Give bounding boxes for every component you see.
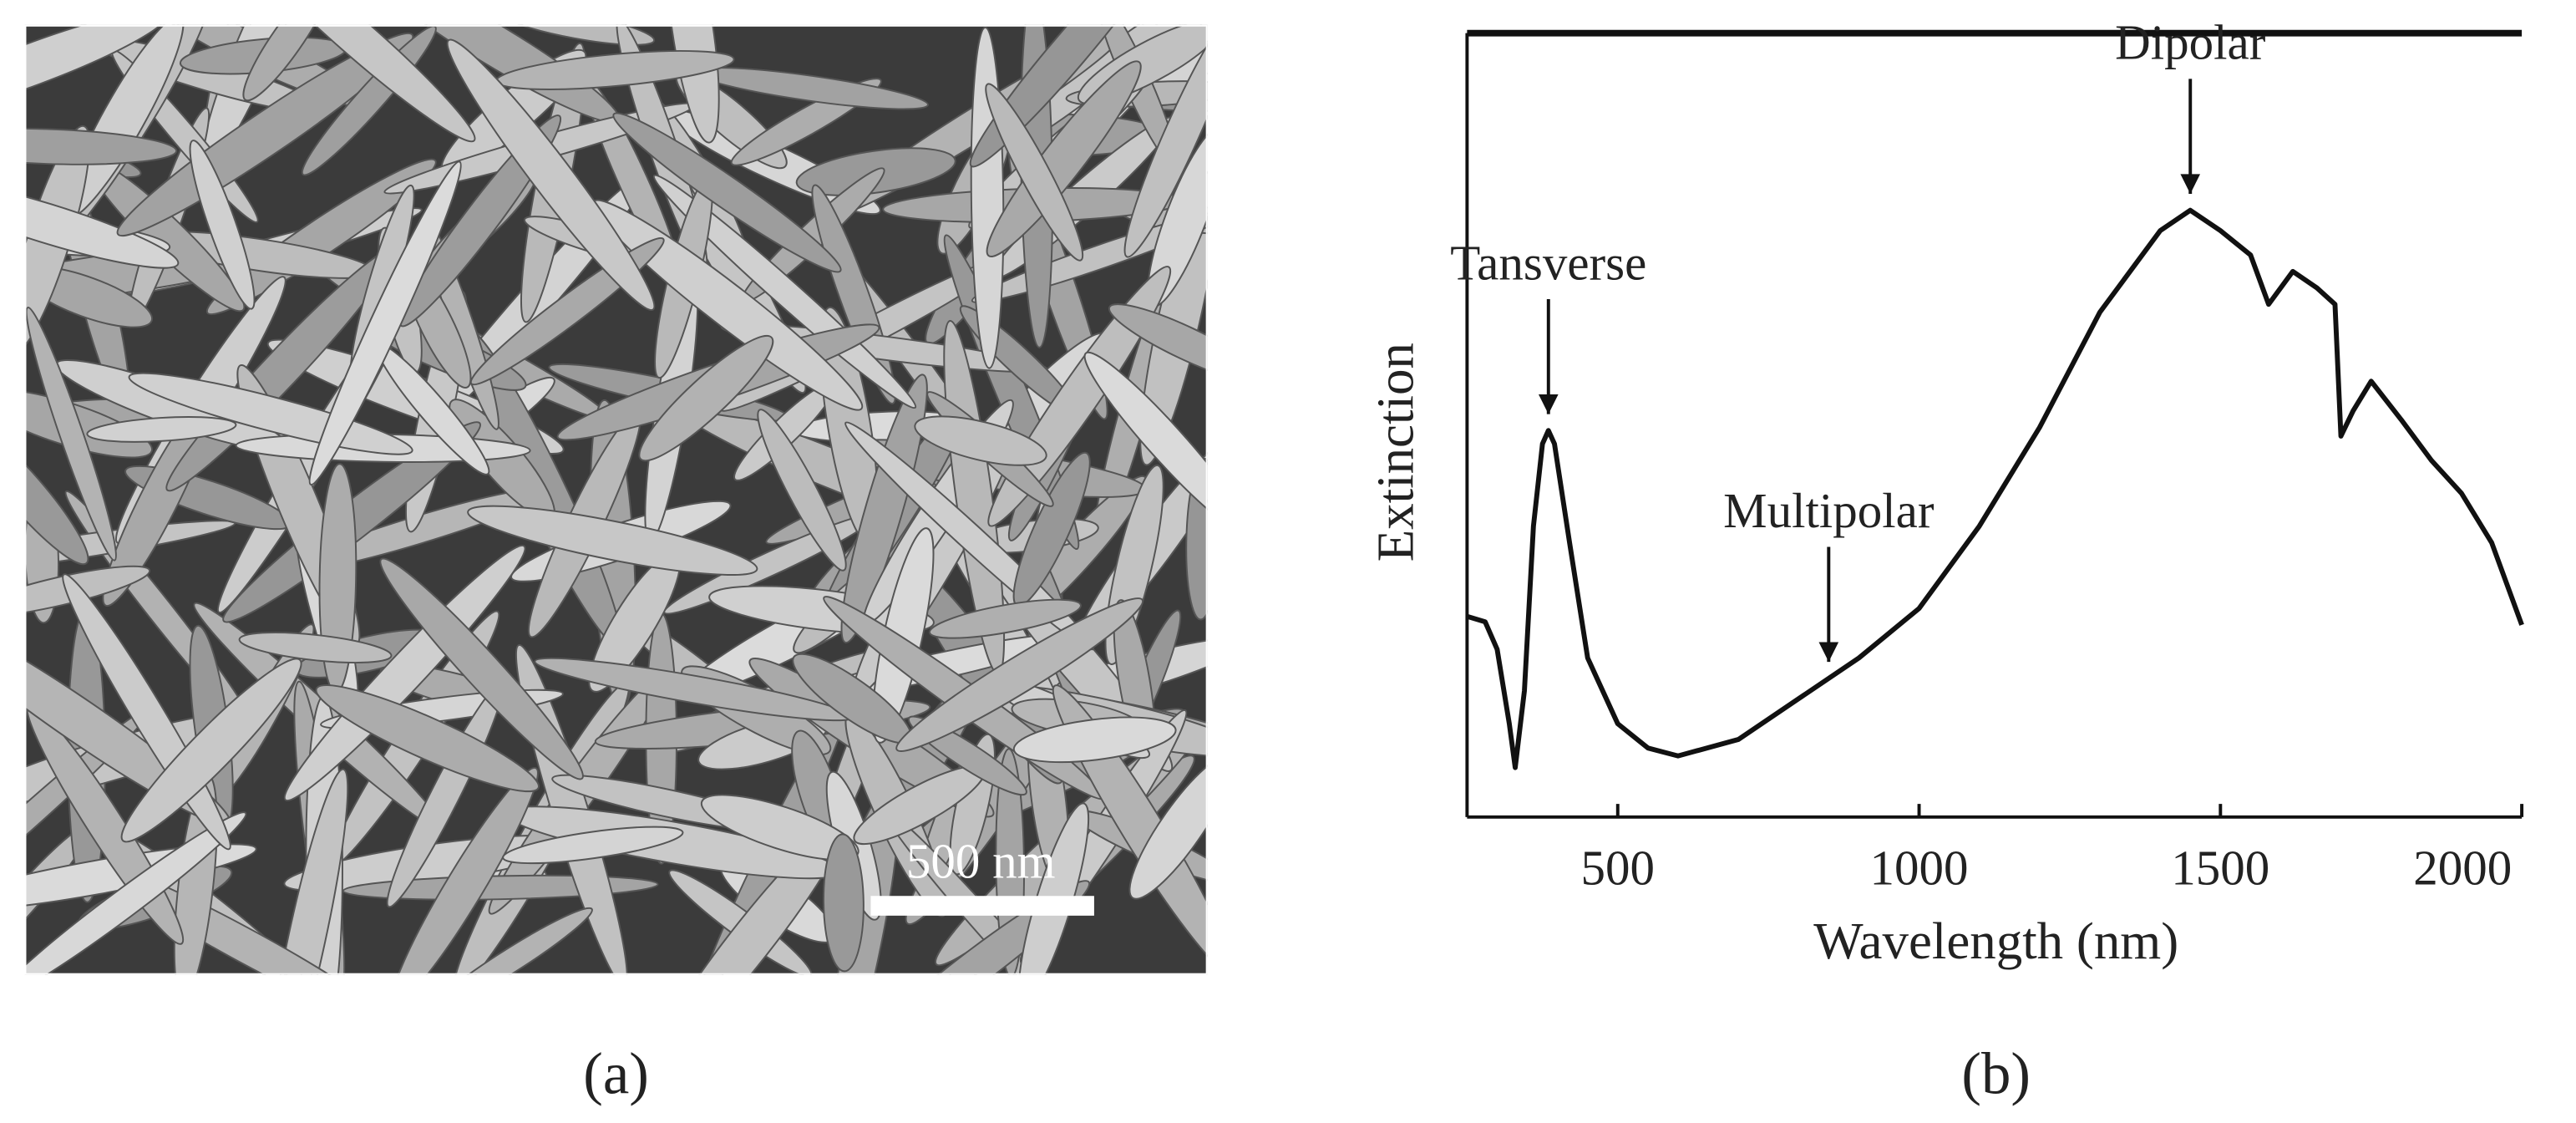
nanorod: [308, 160, 462, 486]
nanorod: [612, 112, 842, 273]
nanorod: [427, 907, 593, 975]
nanorod: [86, 416, 237, 443]
x-tick-label: 1000: [1870, 840, 1969, 895]
nanorod: [24, 127, 178, 165]
nanorod: [638, 334, 774, 462]
nanorod: [822, 833, 865, 973]
nanorod: [1128, 755, 1208, 900]
nanorod: [24, 811, 247, 975]
nanorod: [446, 38, 656, 312]
x-tick-label: 1500: [2171, 840, 2269, 895]
nanorod: [1083, 351, 1208, 535]
nanorod: [1108, 303, 1208, 384]
nanorod: [1139, 168, 1208, 466]
y-axis-label: Extinction: [1366, 343, 1424, 562]
nanorod: [238, 632, 393, 664]
x-tick-label: 2000: [2413, 840, 2512, 895]
nanorod: [24, 177, 180, 269]
sem-image: [24, 24, 1208, 975]
nanorod: [928, 598, 1082, 639]
nanorod: [283, 544, 526, 802]
nanorod: [25, 307, 117, 562]
x-axis-label: Wavelength (nm): [1813, 912, 2178, 970]
nanorod: [233, 24, 476, 143]
nanorod: [757, 409, 847, 572]
nanorod: [502, 826, 684, 865]
nanorod: [379, 557, 584, 780]
nanorod: [315, 684, 540, 793]
nanorod: [1012, 716, 1177, 764]
nanorod: [116, 33, 414, 237]
annotation: Tansverse: [1450, 235, 1646, 290]
nanorod: [969, 24, 1170, 168]
annotation: Dipolar: [2115, 15, 2266, 70]
nanorod: [914, 415, 1047, 466]
nanorod: [120, 658, 302, 843]
nanorod: [1123, 24, 1208, 258]
nanorod: [205, 158, 437, 316]
annotation: Multipolar: [1723, 483, 1935, 538]
nanorod: [189, 140, 256, 310]
nanorod: [266, 768, 349, 975]
nanorod: [467, 505, 758, 576]
nanorod: [242, 24, 332, 102]
line: [1466, 207, 2524, 770]
arrow-head: [2180, 174, 2201, 195]
nanorod: [895, 597, 1144, 752]
arrow-head: [1818, 642, 1839, 663]
caption: (b): [1961, 1041, 2031, 1106]
nanorod: [652, 174, 917, 409]
scale-bar: [870, 896, 1094, 916]
nanorod: [700, 794, 860, 861]
nanorod: [24, 565, 151, 617]
nanorod: [986, 60, 1142, 257]
nanorod: [390, 767, 539, 975]
x-tick-label: 500: [1581, 840, 1656, 895]
arrow-head: [1538, 394, 1559, 414]
scale-bar-label: 500 nm: [906, 834, 1056, 889]
nanorod: [840, 373, 928, 644]
caption: (a): [583, 1041, 649, 1106]
nanorod: [985, 83, 1084, 262]
